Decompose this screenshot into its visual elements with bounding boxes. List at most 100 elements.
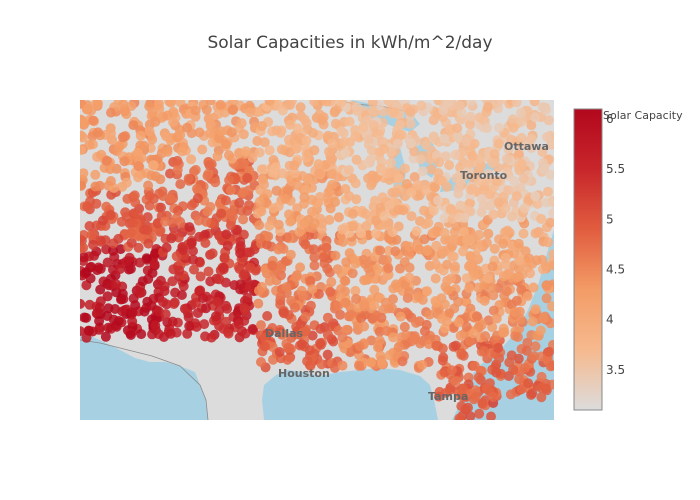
- data-point: [301, 118, 312, 129]
- data-point: [391, 187, 402, 198]
- data-point: [518, 173, 529, 184]
- data-point: [171, 251, 182, 262]
- data-point: [506, 211, 517, 222]
- data-point: [210, 177, 221, 188]
- data-point: [188, 254, 199, 265]
- data-point: [465, 119, 476, 130]
- data-point: [519, 203, 530, 214]
- data-point: [483, 168, 494, 179]
- data-point: [395, 263, 405, 274]
- data-point: [256, 320, 266, 331]
- data-point: [150, 320, 161, 331]
- data-point: [439, 227, 450, 238]
- data-point: [430, 259, 441, 270]
- data-point: [80, 168, 89, 179]
- data-point: [504, 357, 515, 368]
- data-point: [325, 287, 336, 297]
- map-baja-water: [80, 355, 148, 420]
- data-point: [530, 191, 541, 202]
- data-point: [514, 306, 525, 317]
- data-point: [192, 193, 203, 204]
- data-point: [304, 345, 315, 356]
- data-point: [324, 146, 334, 157]
- data-point: [261, 239, 272, 250]
- data-point: [80, 180, 87, 191]
- data-point: [268, 203, 279, 214]
- data-point: [505, 389, 516, 400]
- data-point: [182, 328, 193, 339]
- data-point: [280, 193, 291, 204]
- data-point: [363, 134, 374, 145]
- data-point: [502, 269, 513, 280]
- data-point: [302, 174, 313, 185]
- data-point: [442, 285, 453, 296]
- data-point: [419, 205, 429, 216]
- data-point: [113, 316, 124, 326]
- data-point: [129, 190, 140, 201]
- data-point: [461, 235, 472, 246]
- data-point: [122, 193, 133, 204]
- data-point: [244, 247, 255, 258]
- data-point: [414, 244, 425, 255]
- data-point: [453, 317, 464, 328]
- data-point: [390, 246, 401, 257]
- data-point: [439, 133, 450, 144]
- data-point: [530, 341, 541, 352]
- data-point: [291, 272, 301, 283]
- data-point: [256, 357, 266, 367]
- data-point: [450, 340, 461, 351]
- data-point: [263, 231, 274, 242]
- data-point: [125, 263, 136, 274]
- data-point: [415, 338, 426, 349]
- data-point: [417, 294, 428, 305]
- data-point: [84, 221, 95, 231]
- data-point: [459, 226, 470, 237]
- data-point: [397, 356, 408, 367]
- data-point: [165, 193, 176, 204]
- data-point: [351, 293, 362, 304]
- data-point: [360, 208, 371, 219]
- data-point: [431, 240, 442, 251]
- data-point: [507, 114, 518, 125]
- data-point: [386, 157, 397, 168]
- data-point: [458, 246, 468, 257]
- data-point: [135, 130, 146, 141]
- data-point: [200, 331, 211, 342]
- data-point: [139, 306, 150, 317]
- data-point: [300, 311, 311, 322]
- data-point: [184, 222, 195, 233]
- data-point: [150, 248, 161, 259]
- data-point: [305, 300, 316, 311]
- data-point: [305, 275, 316, 286]
- data-point: [90, 169, 101, 180]
- data-point: [166, 233, 177, 244]
- data-point: [282, 185, 293, 196]
- data-point: [295, 102, 306, 113]
- data-point: [478, 346, 489, 356]
- data-point: [224, 175, 235, 186]
- data-point: [340, 148, 351, 159]
- data-point: [267, 260, 278, 271]
- data-point: [326, 169, 337, 180]
- data-point: [186, 154, 197, 165]
- data-point: [195, 271, 206, 282]
- data-point: [284, 147, 295, 158]
- data-point: [511, 272, 522, 283]
- data-point: [133, 172, 144, 183]
- data-point: [299, 217, 310, 228]
- data-point: [293, 180, 303, 191]
- data-point: [242, 205, 253, 216]
- data-point: [377, 359, 387, 369]
- data-point: [117, 306, 128, 317]
- data-point: [315, 338, 326, 349]
- data-point: [273, 219, 284, 230]
- data-point: [514, 256, 525, 267]
- data-point: [205, 100, 216, 106]
- data-point: [211, 311, 221, 322]
- data-point: [309, 100, 320, 107]
- map-plot[interactable]: Ottawa Toronto Dallas Houston Tampa: [80, 100, 554, 420]
- data-point: [264, 100, 275, 106]
- data-point: [337, 332, 348, 343]
- us-mexico-border: [80, 339, 209, 420]
- data-point: [256, 121, 267, 131]
